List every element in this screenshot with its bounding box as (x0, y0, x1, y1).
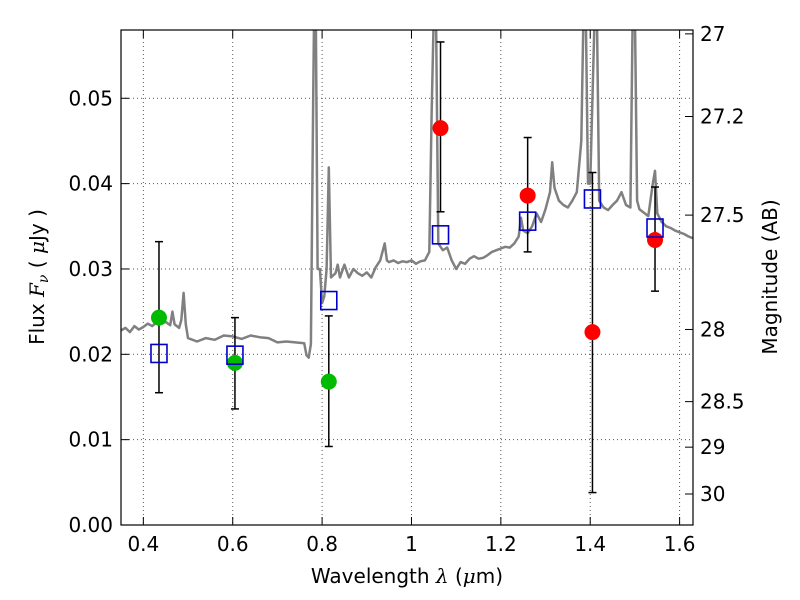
y2-axis-ticks: 27 27.2 27.5 28 28.5 29 30 (685, 22, 745, 506)
model-square-marker (646, 218, 664, 238)
error-bars (154, 41, 660, 494)
data-markers (150, 120, 664, 390)
x-tick-label: 1.2 (485, 532, 517, 556)
grid-lines (121, 30, 693, 526)
y2-tick-label: 30 (700, 482, 725, 506)
y-tick-label: 0.02 (68, 342, 113, 366)
x-tick-label: 0.4 (127, 532, 159, 556)
x-tick-label: 0.6 (217, 532, 249, 556)
model-square-marker (518, 211, 537, 231)
red-data-point (584, 324, 601, 341)
x-tick-label: 1.6 (664, 532, 696, 556)
y2-tick-label: 28.5 (700, 390, 745, 414)
model-square-marker (583, 189, 602, 209)
green-data-point (226, 354, 243, 371)
y2-tick-label: 27 (700, 22, 725, 46)
y2-tick-label: 28 (700, 317, 725, 341)
x-tick-label: 0.8 (306, 532, 338, 556)
y-tick-label: 0.04 (68, 172, 113, 196)
plot-frame (120, 29, 694, 526)
model-square-marker (431, 225, 450, 245)
y2-tick-label: 27.5 (700, 203, 745, 227)
x-tick-label: 1.4 (574, 532, 606, 556)
x-tick-label: 1 (405, 532, 418, 556)
red-data-point (432, 120, 449, 137)
model-spectrum (121, 30, 693, 359)
y2-axis-label: Magnitude (AB) (758, 199, 782, 354)
y2-tick-label: 29 (700, 435, 725, 459)
x-axis-ticks: 0.4 0.6 0.8 1 1.2 1.4 1.6 (127, 30, 696, 556)
y-tick-label: 0.00 (68, 513, 113, 537)
model-square-marker (319, 290, 338, 311)
y2-tick-label: 27.2 (700, 104, 745, 128)
model-spectrum-line (121, 30, 693, 359)
y-tick-label: 0.05 (68, 86, 113, 110)
model-square-marker (226, 345, 244, 365)
green-data-point (150, 309, 167, 326)
red-data-point (647, 231, 664, 248)
model-square-marker (150, 343, 168, 364)
red-data-point (519, 187, 536, 204)
y-tick-label: 0.01 (68, 428, 113, 452)
y-axis-ticks: 0.00 0.01 0.02 0.03 0.04 0.05 (68, 86, 129, 537)
x-axis-label: Wavelength λ (μm) (311, 564, 503, 588)
green-data-point (320, 373, 337, 390)
y-axis-label: Flux Fν ( μJy ) (25, 209, 52, 345)
y-tick-label: 0.03 (68, 257, 113, 281)
